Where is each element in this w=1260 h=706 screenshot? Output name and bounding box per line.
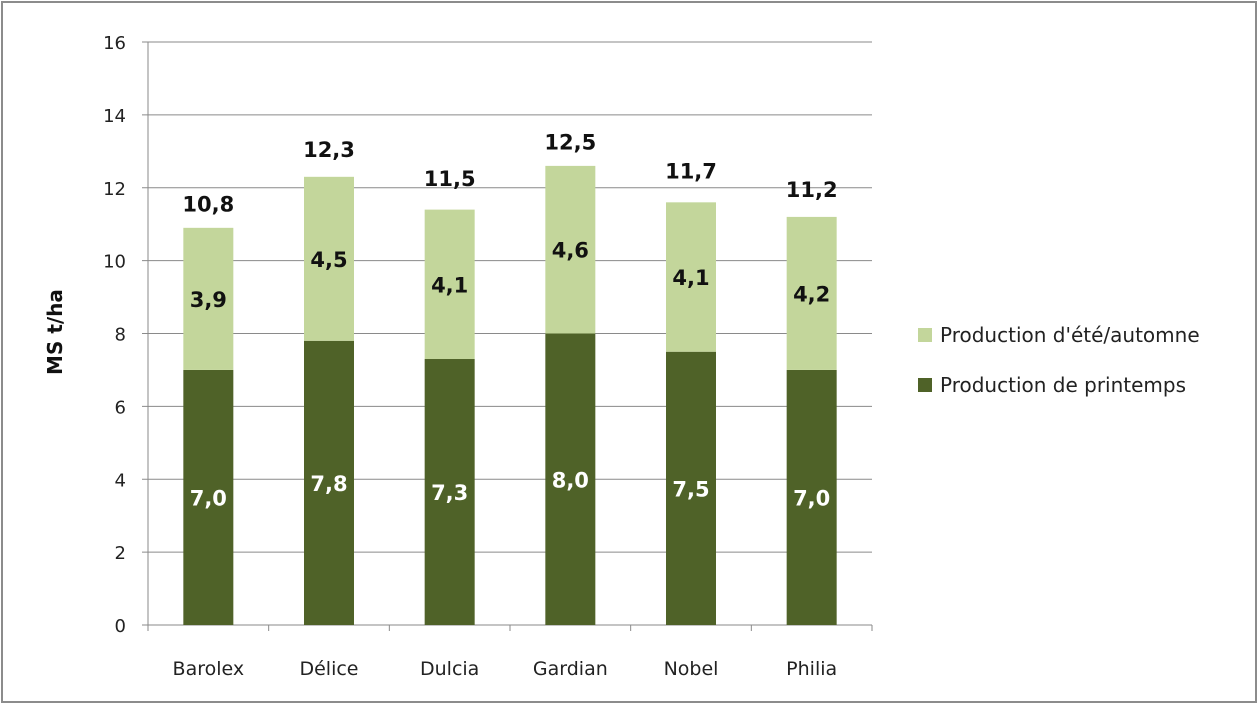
bar-segment (304, 340, 354, 625)
data-label: 7,0 (190, 486, 227, 510)
data-label: 7,3 (431, 481, 468, 505)
total-label: 12,3 (303, 138, 355, 162)
data-label: 7,0 (793, 486, 830, 510)
legend-label: Production de printemps (940, 373, 1186, 397)
legend-swatch (918, 328, 932, 342)
bar-segment (666, 202, 716, 352)
y-axis-title: MS t/ha (43, 289, 67, 375)
legend-swatch (918, 378, 932, 392)
x-category-label: Dulcia (420, 658, 479, 680)
bar-segment (545, 333, 596, 625)
y-tick-label: 6 (115, 397, 126, 418)
data-label: 4,1 (431, 273, 468, 297)
y-tick-label: 8 (115, 325, 126, 346)
data-label: 4,6 (552, 239, 589, 263)
x-category-label: Nobel (664, 658, 719, 680)
y-tick-label: 10 (103, 252, 126, 273)
data-label: 4,2 (793, 282, 830, 306)
bar-segment (424, 359, 475, 625)
bar-segment (183, 227, 234, 370)
bars (183, 165, 837, 625)
gridlines (148, 41, 872, 553)
data-label: 7,8 (310, 472, 347, 496)
bar-segment (786, 369, 837, 625)
bar-segment (786, 216, 837, 370)
bar-segment (304, 176, 354, 341)
legend-label: Production d'été/automne (940, 323, 1200, 347)
x-category-label: Philia (786, 658, 837, 680)
total-label: 11,2 (786, 178, 838, 202)
y-tick-label: 14 (103, 106, 126, 127)
data-label: 8,0 (552, 468, 589, 492)
y-tick-label: 12 (103, 179, 126, 200)
x-category-label: Gardian (533, 658, 608, 680)
data-label: 4,1 (672, 266, 709, 290)
y-tick-label: 16 (103, 33, 126, 54)
total-label: 11,5 (424, 167, 476, 191)
x-category-label: Délice (299, 658, 358, 680)
bar-segment (183, 369, 234, 625)
data-labels: 7,0 3,9 10,8 7,8 4,5 12,3 7,3 4,1 11,5 8,0 4,6 12,5… (182, 131, 837, 511)
bar-segment (666, 351, 716, 625)
total-label: 10,8 (182, 192, 234, 216)
data-label: 3,9 (190, 288, 227, 312)
axes: 0 2 4 6 8 10 12 14 16 Barolex Délice Dulcia Gardian N… (103, 33, 873, 680)
data-label: 4,5 (310, 248, 347, 272)
y-tick-label: 2 (115, 543, 126, 564)
total-label: 11,7 (665, 160, 717, 184)
y-tick-label: 4 (115, 470, 126, 491)
total-label: 12,5 (544, 131, 596, 155)
bar-segment (545, 165, 596, 334)
x-category-label: Barolex (173, 658, 245, 680)
legend: Production d'été/automne Production de pr… (918, 323, 1200, 397)
bar-segment (424, 209, 475, 360)
y-tick-label: 0 (115, 616, 126, 637)
data-label: 7,5 (672, 477, 709, 501)
